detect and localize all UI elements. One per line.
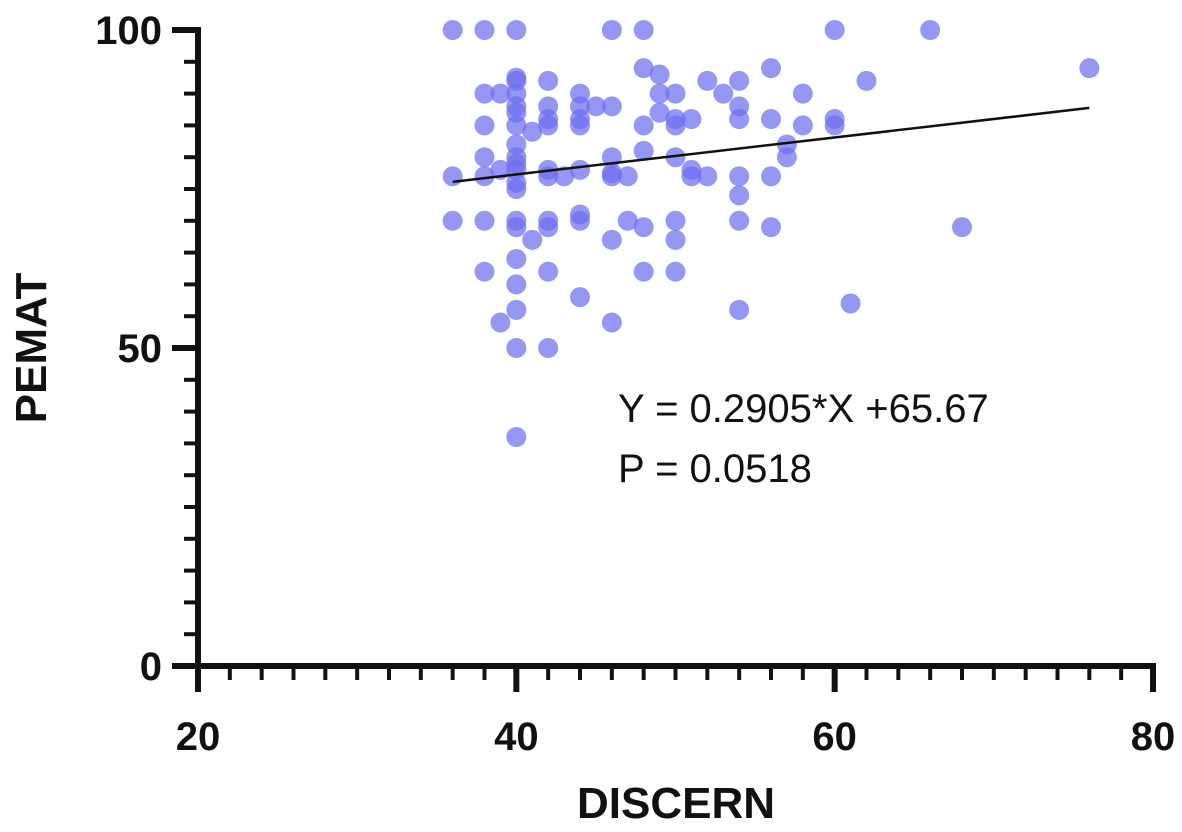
data-point	[633, 261, 654, 282]
data-point	[601, 229, 622, 250]
data-point	[570, 210, 590, 231]
x-axis-title: DISCERN	[577, 779, 775, 828]
data-point	[506, 179, 527, 199]
data-point	[506, 217, 527, 238]
data-point	[761, 58, 781, 79]
data-point	[713, 83, 734, 104]
x-tick-label: 20	[176, 715, 221, 759]
data-point	[617, 166, 638, 187]
data-point	[952, 217, 972, 238]
data-point	[697, 166, 718, 187]
y-axis-title: PEMAT	[7, 273, 56, 424]
major-ticks	[172, 27, 1156, 692]
data-point	[506, 427, 527, 448]
data-point	[665, 229, 686, 250]
data-point	[506, 20, 527, 40]
data-point	[538, 115, 559, 136]
data-point	[474, 210, 495, 231]
data-point	[840, 293, 861, 314]
data-point	[920, 20, 941, 40]
data-point	[490, 83, 511, 104]
data-point	[538, 70, 559, 91]
data-point	[776, 147, 797, 168]
data-point	[633, 58, 654, 79]
data-point	[538, 261, 559, 282]
regression-line	[452, 106, 1090, 184]
data-point	[506, 115, 527, 136]
y-tick-label: 0	[140, 645, 162, 689]
data-point	[474, 20, 495, 40]
data-point	[633, 115, 654, 136]
data-point	[729, 70, 750, 91]
data-point	[633, 20, 654, 40]
data-point	[474, 261, 495, 282]
x-tick-label: 40	[494, 715, 539, 759]
y-tick-label: 100	[95, 9, 162, 53]
data-point	[729, 210, 750, 231]
data-point	[729, 299, 750, 320]
data-point	[585, 96, 606, 117]
data-point	[538, 338, 559, 358]
data-point	[442, 166, 463, 187]
data-point	[601, 96, 622, 117]
p-value: P = 0.0518	[618, 447, 812, 491]
tick-labels: 20 40 60 80 0 50 100	[95, 9, 1175, 759]
data-point	[522, 229, 543, 250]
data-point	[474, 147, 495, 168]
data-point	[681, 109, 702, 130]
data-point	[729, 185, 750, 206]
data-point	[538, 217, 559, 238]
data-point	[856, 70, 877, 91]
data-point	[761, 109, 781, 130]
data-points	[442, 20, 1100, 448]
data-point	[601, 20, 622, 40]
data-point	[665, 83, 686, 104]
data-point	[729, 166, 750, 187]
data-point	[761, 217, 781, 238]
data-point	[761, 166, 781, 187]
data-point	[665, 115, 686, 136]
data-point	[681, 166, 702, 187]
data-point	[506, 299, 527, 320]
data-point	[665, 261, 686, 282]
data-point	[649, 102, 670, 123]
x-tick-label: 60	[812, 715, 857, 759]
data-point	[601, 312, 622, 333]
data-point	[1079, 58, 1100, 79]
data-point	[824, 115, 845, 136]
data-point	[474, 115, 495, 136]
data-point	[474, 83, 495, 104]
data-point	[442, 210, 463, 231]
data-point	[570, 115, 590, 136]
data-point	[649, 64, 670, 85]
data-point	[792, 83, 813, 104]
data-point	[570, 159, 590, 180]
x-tick-label: 80	[1131, 715, 1176, 759]
data-point	[570, 287, 590, 308]
data-point	[490, 312, 511, 333]
data-point	[729, 109, 750, 130]
data-point	[554, 166, 575, 187]
data-point	[633, 140, 654, 161]
data-point	[633, 217, 654, 238]
data-point	[665, 210, 686, 231]
data-point	[649, 83, 670, 104]
data-point	[617, 210, 638, 231]
data-point	[824, 20, 845, 40]
data-point	[522, 121, 543, 142]
data-point	[506, 248, 527, 269]
data-point	[442, 20, 463, 40]
data-point	[474, 166, 495, 187]
data-point	[506, 338, 527, 358]
regression-equation: Y = 0.2905*X +65.67	[618, 387, 989, 431]
data-point	[506, 67, 527, 88]
data-point	[697, 70, 718, 91]
data-point	[792, 115, 813, 136]
data-point	[506, 274, 527, 295]
y-tick-label: 50	[118, 327, 163, 371]
data-point	[601, 163, 622, 184]
